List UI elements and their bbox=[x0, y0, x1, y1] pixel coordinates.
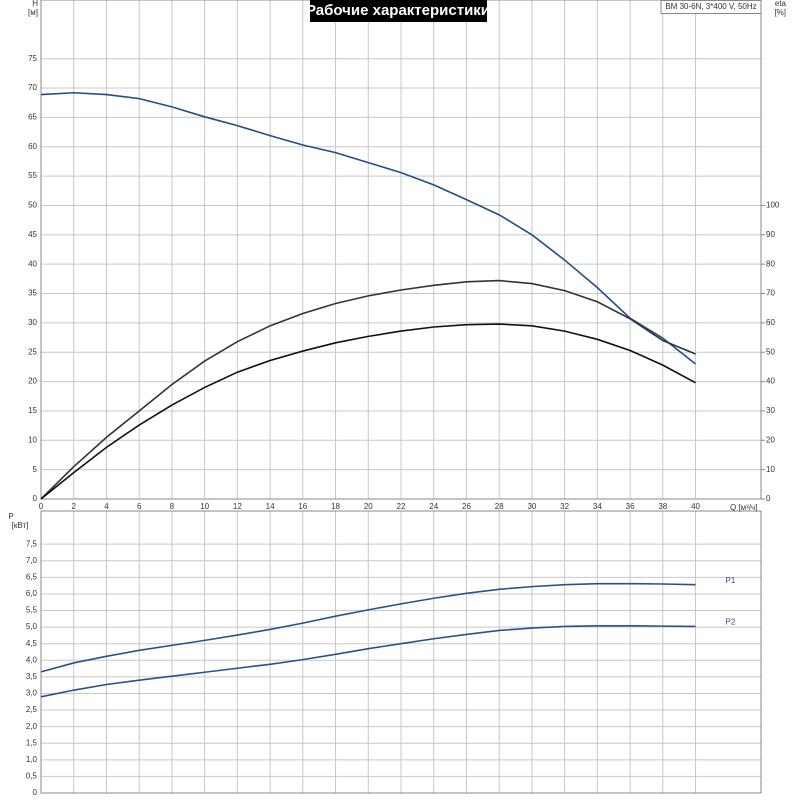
y-tick-label: 1,5 bbox=[26, 738, 38, 747]
annotation: BM 30-6N, 3*400 V, 50Hz bbox=[665, 2, 756, 11]
y2-axis-unit: [%] bbox=[774, 8, 786, 17]
y2-tick-label: 60 bbox=[766, 318, 775, 327]
y-tick-label: 4,0 bbox=[26, 655, 38, 664]
y-tick-label: 50 bbox=[28, 201, 37, 210]
y2-tick-label: 30 bbox=[766, 406, 775, 415]
x-tick-label: 6 bbox=[137, 502, 142, 511]
x-tick-label: 34 bbox=[593, 502, 602, 511]
y2-axis-label: eta bbox=[775, 0, 787, 8]
x-tick-label: 30 bbox=[527, 502, 536, 511]
y-tick-label: 2,0 bbox=[26, 722, 38, 731]
x-tick-label: 22 bbox=[397, 502, 406, 511]
y-tick-label: 4,5 bbox=[26, 639, 38, 648]
y-axis-unit: [кВт] bbox=[12, 521, 29, 530]
x-tick-label: 26 bbox=[462, 502, 471, 511]
annotation-box bbox=[660, 0, 762, 14]
y-tick-label: 25 bbox=[28, 347, 37, 356]
series-label: P2 bbox=[726, 618, 736, 627]
series-line bbox=[40, 582, 696, 673]
x-tick-label: 38 bbox=[658, 502, 667, 511]
x-tick-label: 24 bbox=[429, 502, 438, 511]
y-tick-label: 5,0 bbox=[26, 622, 38, 631]
y-tick-label: 7,5 bbox=[26, 539, 38, 548]
title-box bbox=[310, 0, 487, 22]
x-tick-label: 0 bbox=[39, 502, 44, 511]
series-label: P1 bbox=[726, 576, 736, 585]
y-tick-label: 6,0 bbox=[26, 589, 38, 598]
y-tick-label: 3,5 bbox=[26, 672, 38, 681]
plot-frame bbox=[40, 0, 762, 500]
y2-tick-label: 0 bbox=[766, 494, 771, 503]
series-line bbox=[40, 624, 696, 698]
y-tick-label: 20 bbox=[28, 377, 37, 386]
y-tick-label: 1,0 bbox=[26, 755, 38, 764]
x-tick-label: 18 bbox=[331, 502, 340, 511]
x-tick-label: 16 bbox=[298, 502, 307, 511]
y-tick-label: 0 bbox=[33, 788, 38, 797]
y-axis-unit: [м] bbox=[28, 8, 38, 17]
y2-tick-label: 70 bbox=[766, 289, 775, 298]
series-line bbox=[40, 323, 696, 500]
y2-tick-label: 10 bbox=[766, 465, 775, 474]
y-axis-label: H bbox=[32, 0, 38, 8]
chart-title: Рабочие характеристики bbox=[306, 2, 490, 19]
y-tick-label: 70 bbox=[28, 83, 37, 92]
x-tick-label: 36 bbox=[626, 502, 635, 511]
plot-frame bbox=[40, 510, 762, 794]
y-tick-label: 75 bbox=[28, 54, 37, 63]
y-tick-label: 3,0 bbox=[26, 689, 38, 698]
y-tick-label: 60 bbox=[28, 142, 37, 151]
x-tick-label: 32 bbox=[560, 502, 569, 511]
y-tick-label: 65 bbox=[28, 113, 37, 122]
series-line bbox=[40, 91, 697, 365]
y-axis-label: P bbox=[8, 512, 13, 521]
x-tick-label: 40 bbox=[691, 502, 700, 511]
y-tick-label: 0,5 bbox=[26, 772, 38, 781]
series-line bbox=[40, 279, 696, 500]
y-tick-label: 5 bbox=[33, 465, 38, 474]
y-tick-label: 7,0 bbox=[26, 556, 38, 565]
x-tick-label: 12 bbox=[233, 502, 242, 511]
y2-tick-label: 20 bbox=[766, 435, 775, 444]
x-tick-label: 28 bbox=[495, 502, 504, 511]
y-tick-label: 30 bbox=[28, 318, 37, 327]
y2-tick-label: 100 bbox=[766, 201, 780, 210]
x-tick-label: 14 bbox=[266, 502, 275, 511]
x-tick-label: 10 bbox=[200, 502, 209, 511]
x-tick-label: 4 bbox=[104, 502, 109, 511]
y-tick-label: 5,5 bbox=[26, 606, 38, 615]
y-tick-label: 0 bbox=[33, 494, 38, 503]
y-tick-label: 40 bbox=[28, 259, 37, 268]
y-tick-label: 15 bbox=[28, 406, 37, 415]
y2-tick-label: 50 bbox=[766, 347, 775, 356]
x-tick-label: 20 bbox=[364, 502, 373, 511]
y-tick-label: 10 bbox=[28, 435, 37, 444]
y2-tick-label: 90 bbox=[766, 230, 775, 239]
x-tick-label: 8 bbox=[170, 502, 175, 511]
y2-tick-label: 80 bbox=[766, 259, 775, 268]
y-tick-label: 2,5 bbox=[26, 705, 38, 714]
y-tick-label: 45 bbox=[28, 230, 37, 239]
x-tick-label: 2 bbox=[72, 502, 77, 511]
y2-tick-label: 40 bbox=[766, 377, 775, 386]
y-tick-label: 55 bbox=[28, 171, 37, 180]
y-tick-label: 6,5 bbox=[26, 572, 38, 581]
x-axis-label: Q [м³/ч] bbox=[730, 503, 757, 512]
y-tick-label: 35 bbox=[28, 289, 37, 298]
